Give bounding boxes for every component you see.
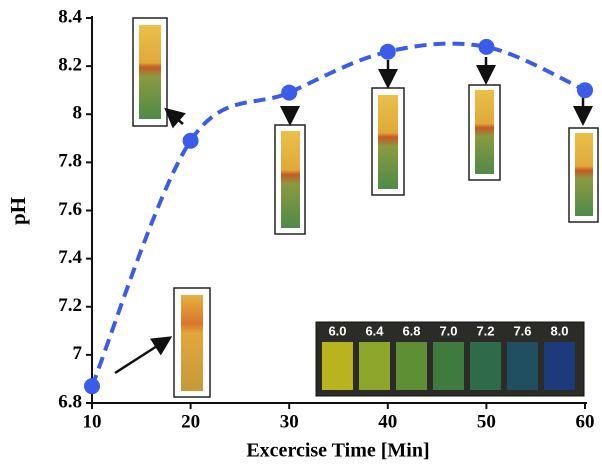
y-tick-label: 7.8 — [58, 151, 82, 172]
y-tick-label: 8 — [73, 103, 83, 124]
color-swatch — [396, 342, 427, 390]
x-tick-label: 40 — [378, 411, 397, 432]
swatch-label: 6.8 — [402, 323, 420, 338]
data-point — [84, 378, 100, 394]
color-swatch — [544, 342, 575, 390]
x-tick-label: 50 — [477, 411, 496, 432]
swatch-label: 7.0 — [439, 323, 457, 338]
y-tick-label: 7.6 — [58, 199, 82, 220]
y-tick-label: 8.2 — [58, 54, 82, 75]
x-axis-label: Excercise Time [Min] — [246, 440, 429, 462]
swatch-label: 8.0 — [550, 323, 568, 338]
y-axis-label: pH — [6, 197, 30, 225]
y-tick-label: 7 — [73, 343, 83, 364]
data-point — [183, 133, 199, 149]
x-tick-label: 30 — [280, 411, 299, 432]
data-point — [380, 44, 396, 60]
color-swatch — [470, 342, 501, 390]
x-tick-label: 60 — [576, 411, 595, 432]
data-point — [281, 85, 297, 101]
color-swatch — [507, 342, 538, 390]
y-tick-label: 8.4 — [58, 6, 82, 27]
y-tick-label: 7.4 — [58, 247, 82, 268]
y-tick-label: 7.2 — [58, 295, 82, 316]
swatch-label: 7.6 — [513, 323, 531, 338]
data-point — [577, 82, 593, 98]
y-tick-label: 6.8 — [58, 391, 82, 412]
x-tick-label: 10 — [83, 411, 102, 432]
color-swatch — [359, 342, 390, 390]
data-point — [478, 39, 494, 55]
color-swatch — [433, 342, 464, 390]
swatch-label: 6.0 — [328, 323, 346, 338]
color-swatch — [322, 342, 353, 390]
swatch-label: 6.4 — [365, 323, 384, 338]
x-tick-label: 20 — [181, 411, 200, 432]
chart: pH Excercise Time [Min] 6.8 7 7.2 7.4 7.6 7.8… — [0, 0, 602, 470]
swatch-label: 7.2 — [476, 323, 494, 338]
